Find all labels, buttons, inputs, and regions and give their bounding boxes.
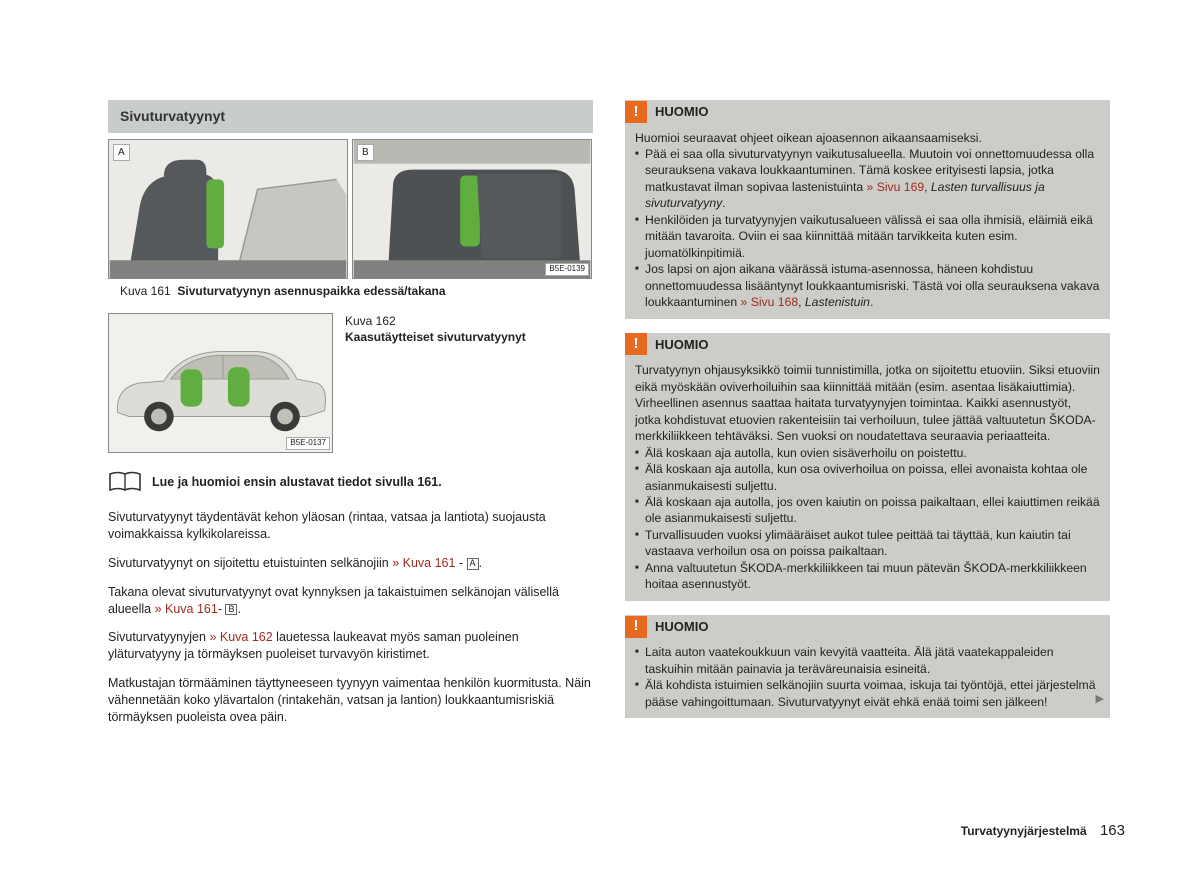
continue-arrow-icon: ▶: [1096, 692, 1104, 707]
page-footer: Turvatyynyjärjestelmä 163: [961, 821, 1125, 841]
figure-162-code: B5E-0137: [286, 437, 330, 450]
p2-text-b: -: [455, 556, 466, 570]
warning-icon: !: [625, 333, 647, 355]
notice-2-body: Turvatyynyn ohjausyksikkö toimii tunnist…: [625, 356, 1110, 601]
section-title: Sivuturvatyynyt: [108, 100, 593, 133]
n1-intro: Huomioi seuraavat ohjeet oikean ajoasenn…: [635, 130, 1100, 146]
footer-section: Turvatyynyjärjestelmä: [961, 824, 1087, 838]
read-first-text: Lue ja huomioi ensin alustavat tiedot si…: [152, 474, 442, 491]
figure-162-caption: Kuva 162 Kaasutäytteiset sivuturvatyynyt: [345, 313, 526, 345]
figure-162-block: B5E-0137 Kuva 162 Kaasutäytteiset sivutu…: [108, 313, 593, 453]
figure-161a: A: [108, 139, 348, 279]
figure-161b: B B5E-0139: [352, 139, 592, 279]
n2-b3: Älä koskaan aja autolla, jos oven kaiuti…: [635, 494, 1100, 527]
p3-ref: » Kuva 161: [155, 602, 218, 616]
left-column: Sivuturvatyynyt A B B5E-0139: [108, 100, 593, 738]
n2-b4: Turvallisuuden vuoksi ylimääräiset aukot…: [635, 527, 1100, 560]
footer-page-number: 163: [1100, 822, 1125, 839]
n1-b1-ref: » Sivu 169: [867, 180, 925, 194]
notice-1-header: ! HUOMIO: [625, 100, 1110, 124]
notice-3-header: ! HUOMIO: [625, 615, 1110, 639]
paragraph-4: Sivuturvatyynyjen » Kuva 162 lauetessa l…: [108, 629, 593, 663]
paragraph-1: Sivuturvatyynyt täydentävät kehon yläosa…: [108, 509, 593, 543]
warning-icon: !: [625, 101, 647, 123]
seat-front-illustration: [109, 140, 347, 278]
n3-b2-text: Älä kohdista istuimien selkänojiin suurt…: [645, 678, 1095, 708]
n2-b5: Anna valtuutetun ŠKODA-merkkiliikkeen ta…: [635, 560, 1100, 593]
page-columns: Sivuturvatyynyt A B B5E-0139: [0, 0, 1200, 738]
notice-1-title: HUOMIO: [655, 100, 708, 124]
figure-161b-label: B: [357, 144, 374, 162]
warning-icon: !: [625, 616, 647, 638]
n1-b3-c: .: [870, 295, 873, 309]
n1-b1-c: .: [722, 196, 725, 210]
n1-b3: Jos lapsi on ajon aikana väärässä istuma…: [635, 261, 1100, 310]
figure-161-row: A B B5E-0139: [108, 139, 593, 279]
notice-2: ! HUOMIO Turvatyynyn ohjausyksikkö toimi…: [625, 333, 1110, 601]
figure-161-caption: Kuva 161 Sivuturvatyynyn asennuspaikka e…: [120, 283, 593, 299]
notice-3-title: HUOMIO: [655, 615, 708, 639]
right-column: ! HUOMIO Huomioi seuraavat ohjeet oikean…: [625, 100, 1110, 738]
book-icon: [108, 471, 142, 493]
notice-2-title: HUOMIO: [655, 333, 708, 357]
paragraph-5: Matkustajan törmääminen täyttyneeseen ty…: [108, 675, 593, 726]
n2-b1: Älä koskaan aja autolla, kun ovien sisäv…: [635, 445, 1100, 461]
p2-box: A: [467, 558, 479, 570]
paragraph-3: Takana olevat sivuturvatyynyt ovat kynny…: [108, 584, 593, 618]
fig161-prefix: Kuva 161: [120, 284, 171, 298]
p3-box: B: [225, 604, 237, 616]
car-side-illustration: [109, 314, 332, 452]
figure-162: B5E-0137: [108, 313, 333, 453]
p3-text-c: .: [237, 602, 240, 616]
n1-b2: Henkilöiden ja turvatyynyjen vaikutusalu…: [635, 212, 1100, 261]
figure-161a-label: A: [113, 144, 130, 162]
n1-b1-b: ,: [924, 180, 931, 194]
p4-ref: » Kuva 162: [209, 630, 272, 644]
fig162-prefix: Kuva 162: [345, 314, 396, 328]
paragraph-2: Sivuturvatyynyt on sijoitettu etuistuint…: [108, 555, 593, 572]
n3-b2: Älä kohdista istuimien selkänojiin suurt…: [635, 677, 1100, 710]
seat-rear-illustration: [353, 140, 591, 278]
p2-text-c: .: [479, 556, 482, 570]
p4-text-a: Sivuturvatyynyjen: [108, 630, 209, 644]
n1-b3-italic: Lastenistuin: [805, 295, 870, 309]
n3-b1: Laita auton vaatekoukkuun vain kevyitä v…: [635, 644, 1100, 677]
n2-b2: Älä koskaan aja autolla, kun osa oviverh…: [635, 461, 1100, 494]
notice-2-header: ! HUOMIO: [625, 333, 1110, 357]
fig162-caption-bold: Kaasutäytteiset sivuturvatyynyt: [345, 330, 526, 344]
n2-intro: Turvatyynyn ohjausyksikkö toimii tunnist…: [635, 362, 1100, 444]
p3-text-b: -: [218, 602, 226, 616]
notice-3: ! HUOMIO Laita auton vaatekoukkuun vain …: [625, 615, 1110, 718]
p2-text-a: Sivuturvatyynyt on sijoitettu etuistuint…: [108, 556, 392, 570]
n1-b3-ref: » Sivu 168: [741, 295, 799, 309]
n1-b3-b: ,: [798, 295, 805, 309]
figure-161b-code: B5E-0139: [545, 263, 589, 276]
notice-1-body: Huomioi seuraavat ohjeet oikean ajoasenn…: [625, 124, 1110, 319]
notice-1: ! HUOMIO Huomioi seuraavat ohjeet oikean…: [625, 100, 1110, 319]
read-first-row: Lue ja huomioi ensin alustavat tiedot si…: [108, 471, 593, 493]
notice-3-body: Laita auton vaatekoukkuun vain kevyitä v…: [625, 638, 1110, 718]
n1-b1: Pää ei saa olla sivuturvatyynyn vaikutus…: [635, 146, 1100, 212]
fig161-caption-bold: Sivuturvatyynyn asennuspaikka edessä/tak…: [177, 284, 445, 298]
p2-ref: » Kuva 161: [392, 556, 455, 570]
